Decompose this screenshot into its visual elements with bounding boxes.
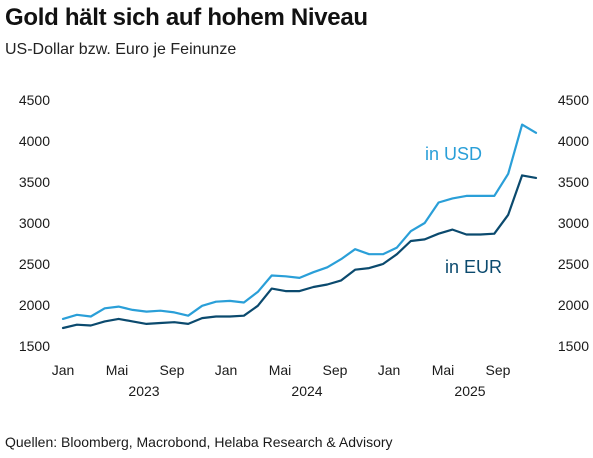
y-tick-right-3000: 3000 — [558, 215, 589, 231]
series-line-eur — [61, 174, 538, 330]
y-tick-right-3500: 3500 — [558, 174, 589, 190]
x-tick-mai-2025: Mai — [432, 362, 455, 378]
x-year-2024: 2024 — [291, 383, 322, 399]
y-tick-left-4000: 4000 — [19, 133, 50, 149]
x-tick-mai-2024: Mai — [269, 362, 292, 378]
y-axis-left: 4500 4000 3500 3000 2500 2000 1500 — [19, 92, 50, 354]
x-tick-jan-2023: Jan — [52, 362, 75, 378]
y-axis-right: 4500 4000 3500 3000 2500 2000 1500 — [558, 92, 589, 354]
y-tick-right-2000: 2000 — [558, 297, 589, 313]
y-tick-left-2500: 2500 — [19, 256, 50, 272]
series-label-usd: in USD — [425, 144, 482, 164]
y-tick-right-4000: 4000 — [558, 133, 589, 149]
x-tick-mai-2023: Mai — [106, 362, 129, 378]
x-tick-sep-2025: Sep — [486, 362, 511, 378]
chart-subtitle: US-Dollar bzw. Euro je Feinunze — [5, 41, 237, 58]
x-tick-sep-2024: Sep — [323, 362, 348, 378]
chart-title: Gold hält sich auf hohem Niveau — [5, 4, 368, 31]
series-label-eur: in EUR — [445, 257, 502, 277]
y-tick-right-2500: 2500 — [558, 256, 589, 272]
y-tick-right-1500: 1500 — [558, 338, 589, 354]
y-tick-left-3500: 3500 — [19, 174, 50, 190]
y-tick-left-1500: 1500 — [19, 338, 50, 354]
x-tick-jan-2025: Jan — [378, 362, 401, 378]
x-axis: Jan Mai Sep Jan Mai Sep Jan Mai Sep 2023… — [52, 362, 511, 399]
x-year-2023: 2023 — [128, 383, 159, 399]
x-tick-sep-2023: Sep — [160, 362, 185, 378]
x-year-2025: 2025 — [454, 383, 485, 399]
series-line-usd — [61, 123, 538, 320]
y-tick-left-4500: 4500 — [19, 92, 50, 108]
y-tick-left-2000: 2000 — [19, 297, 50, 313]
source-note: Quellen: Bloomberg, Macrobond, Helaba Re… — [5, 434, 393, 450]
y-tick-left-3000: 3000 — [19, 215, 50, 231]
y-tick-right-4500: 4500 — [558, 92, 589, 108]
x-tick-jan-2024: Jan — [215, 362, 238, 378]
